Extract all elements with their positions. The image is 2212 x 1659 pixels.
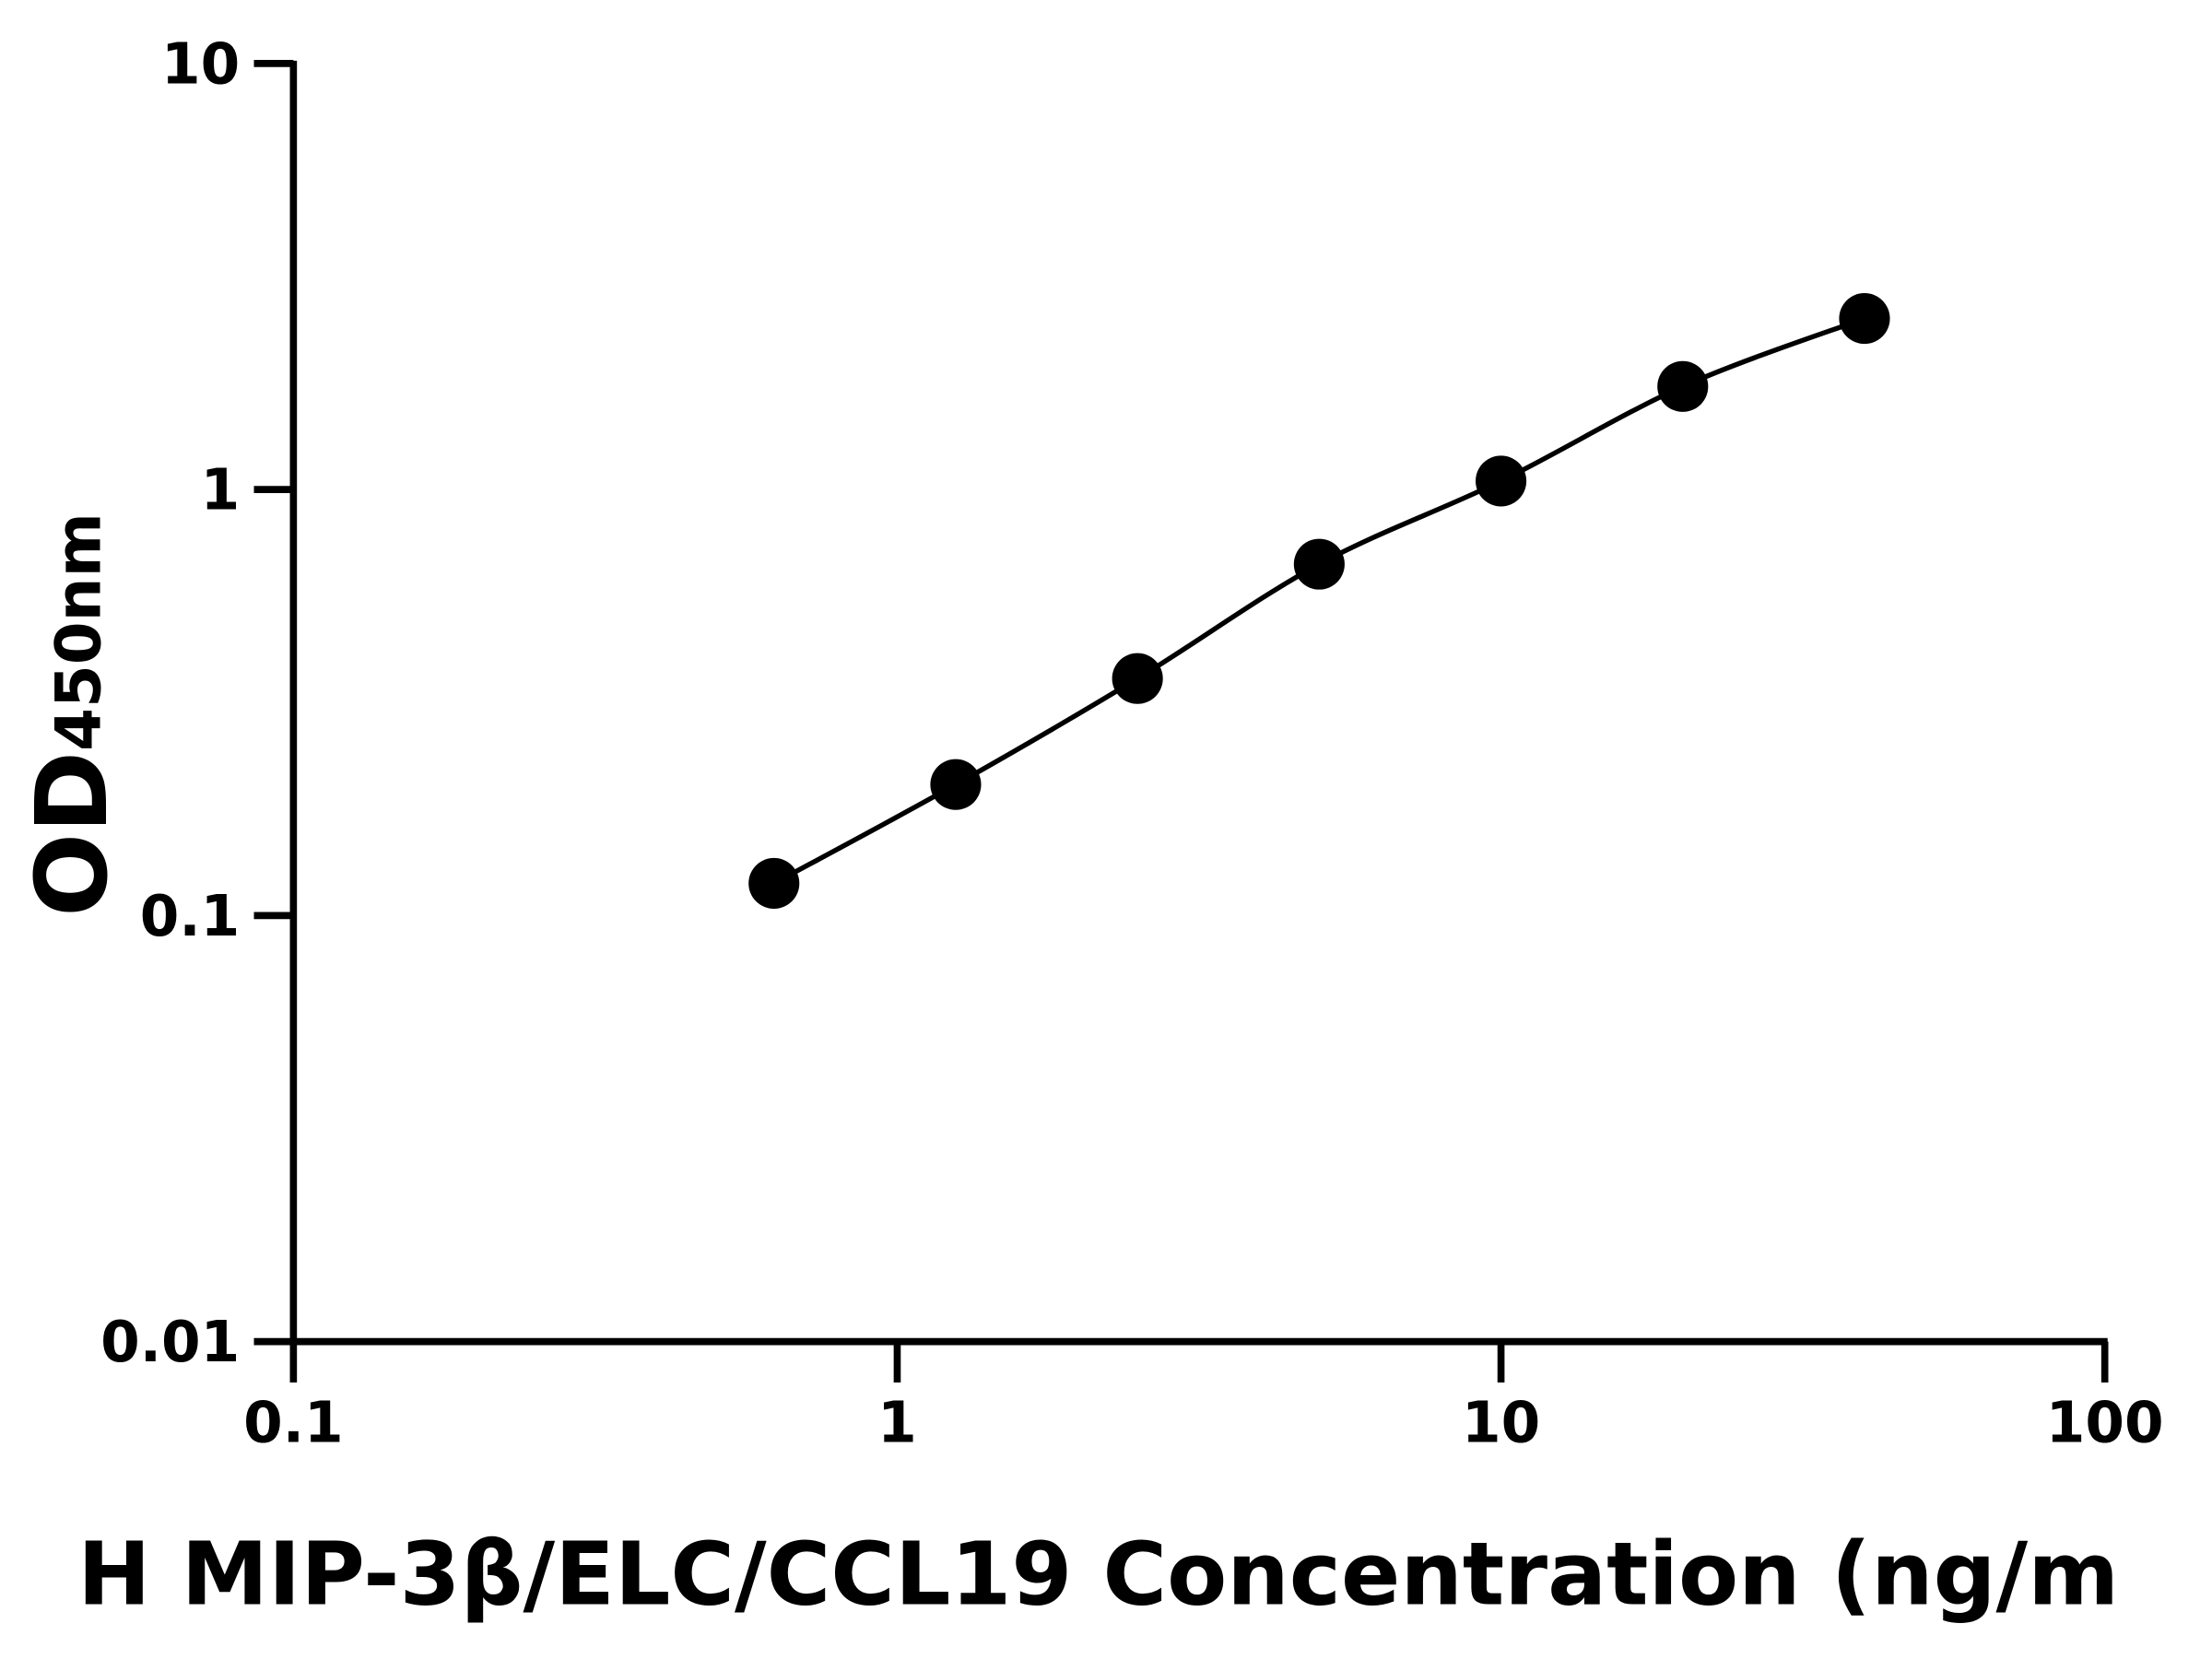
series bbox=[748, 293, 1890, 909]
x-axis-title: H MIP-3β/ELC/CCL19 Concentration (ng/m bbox=[77, 1524, 2119, 1625]
x-tick-label: 0.1 bbox=[243, 1390, 343, 1455]
data-point bbox=[1112, 653, 1163, 704]
x-tick-label: 1 bbox=[877, 1390, 917, 1455]
data-point bbox=[748, 857, 800, 909]
y-axis-title-subscript: 450nm bbox=[42, 512, 115, 751]
y-tick-label: 0.1 bbox=[140, 884, 240, 949]
y-tick-label: 10 bbox=[161, 31, 240, 97]
x-tick-label: 100 bbox=[2046, 1390, 2164, 1455]
data-point bbox=[930, 759, 982, 810]
data-point bbox=[1476, 455, 1527, 507]
y-axis-title: OD450nm bbox=[16, 512, 130, 917]
y-tick-label: 0.01 bbox=[100, 1310, 240, 1375]
data-point bbox=[1839, 293, 1890, 345]
x-tick-label: 10 bbox=[1462, 1390, 1540, 1455]
data-point bbox=[1293, 538, 1345, 590]
y-tick-label: 1 bbox=[201, 458, 241, 524]
y-axis-title-main: OD bbox=[16, 751, 130, 917]
data-point bbox=[1657, 360, 1709, 412]
